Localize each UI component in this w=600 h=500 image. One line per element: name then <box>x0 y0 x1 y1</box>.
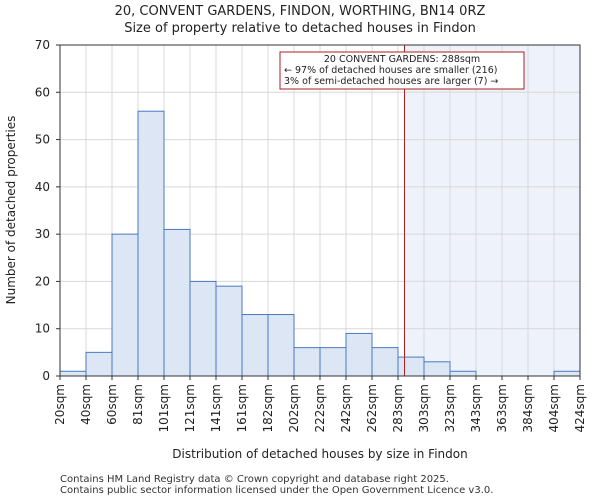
x-tick-label: 424sqm <box>573 384 587 432</box>
y-tick-label: 60 <box>35 85 50 99</box>
bar <box>241 314 269 377</box>
x-tick-label: 101sqm <box>157 384 171 432</box>
annotation-line-2: ← 97% of detached houses are smaller (21… <box>284 65 497 76</box>
bar <box>371 347 399 377</box>
chart-subtitle: Size of property relative to detached ho… <box>124 21 476 36</box>
bar <box>215 285 243 377</box>
x-tick-label: 20sqm <box>53 384 67 425</box>
x-tick-label: 242sqm <box>339 384 353 432</box>
y-tick-label: 20 <box>35 274 50 288</box>
footer-line-1: Contains HM Land Registry data © Crown c… <box>60 474 449 485</box>
bar <box>397 356 425 377</box>
x-tick-label: 81sqm <box>131 384 145 425</box>
bar <box>111 233 139 377</box>
bar <box>85 351 113 377</box>
y-tick-label: 30 <box>35 227 50 241</box>
y-axis-ticks: 0 10 20 30 40 50 60 70 <box>35 38 60 383</box>
bar <box>423 361 451 377</box>
x-tick-label: 121sqm <box>183 384 197 432</box>
annotation-line-1: 20 CONVENT GARDENS: 288sqm <box>324 54 480 65</box>
bar <box>345 332 373 377</box>
bars <box>59 110 581 377</box>
bar <box>553 370 581 377</box>
bar <box>319 347 347 377</box>
x-tick-label: 283sqm <box>391 384 405 432</box>
x-tick-label: 343sqm <box>469 384 483 432</box>
x-tick-label: 60sqm <box>105 384 119 425</box>
x-tick-label: 141sqm <box>209 384 223 432</box>
bar <box>137 110 165 377</box>
x-tick-label: 182sqm <box>261 384 275 432</box>
y-tick-label: 0 <box>42 369 50 383</box>
x-tick-label: 202sqm <box>287 384 301 432</box>
chart-title: 20, CONVENT GARDENS, FINDON, WORTHING, B… <box>114 4 486 19</box>
footer-line-2: Contains public sector information licen… <box>60 485 494 496</box>
y-axis-label: Number of detached properties <box>4 116 18 305</box>
annotation-box: 20 CONVENT GARDENS: 288sqm ← 97% of deta… <box>279 51 525 90</box>
x-tick-label: 384sqm <box>521 384 535 432</box>
bar <box>267 314 295 377</box>
histogram-chart: 0 10 20 30 40 50 60 70 20sqm 40sqm 60sqm 81sqm 101s… <box>4 38 587 461</box>
annotation-line-3: 3% of semi-detached houses are larger (7… <box>284 76 498 87</box>
bar <box>293 347 321 377</box>
x-axis-ticks: 20sqm 40sqm 60sqm 81sqm 101sqm 121sqm 141sqm 16… <box>53 376 587 432</box>
shaded-region <box>404 45 580 376</box>
x-axis-label: Distribution of detached houses by size … <box>172 447 467 461</box>
x-tick-label: 40sqm <box>79 384 93 425</box>
x-tick-label: 363sqm <box>495 384 509 432</box>
x-tick-label: 404sqm <box>547 384 561 432</box>
x-tick-label: 161sqm <box>235 384 249 432</box>
bar <box>59 370 87 377</box>
y-tick-label: 70 <box>35 38 50 52</box>
x-tick-label: 303sqm <box>417 384 431 432</box>
y-tick-label: 10 <box>35 322 50 336</box>
y-tick-label: 40 <box>35 180 50 194</box>
y-tick-label: 50 <box>35 133 50 147</box>
bar <box>189 280 217 377</box>
bar <box>449 370 477 377</box>
x-tick-label: 323sqm <box>443 384 457 432</box>
bar <box>163 228 191 377</box>
x-tick-label: 262sqm <box>365 384 379 432</box>
x-tick-label: 222sqm <box>313 384 327 432</box>
